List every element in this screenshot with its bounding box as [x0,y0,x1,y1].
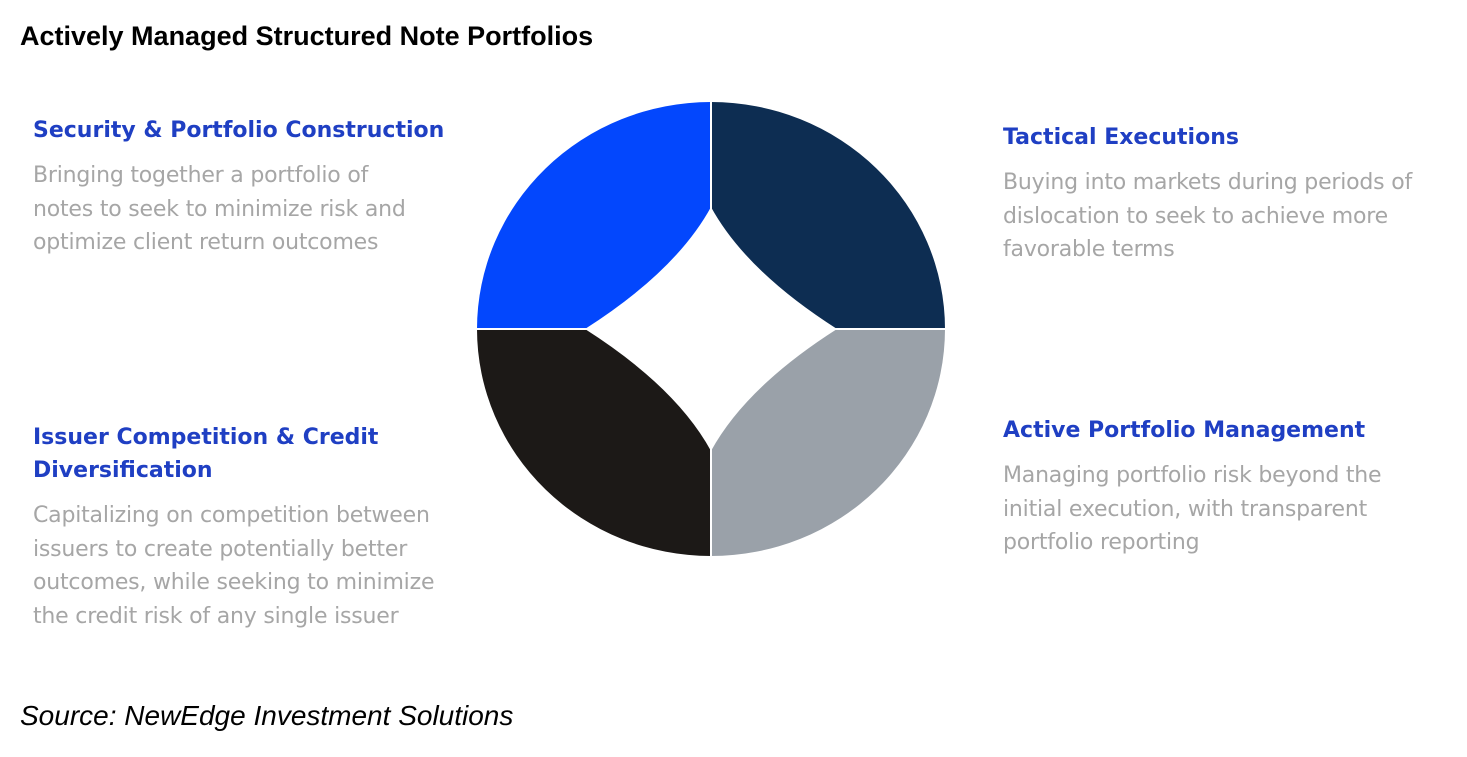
description-line: optimize client return outcomes [33,230,379,255]
quadrant-tactical-executions [711,102,945,329]
description-line: Capitalizing on competition between [33,503,430,528]
description-line: notes to seek to minimize risk and [33,196,406,222]
description-line: portfolio reporting [1003,530,1200,555]
quadrant-issuer-competition [477,329,711,556]
block-description: Capitalizing on competition between issu… [33,499,434,633]
quadrant-active-portfolio-management [711,329,945,556]
description-line: Buying into markets during periods of [1003,170,1413,195]
description-line: the credit risk of any single issuer [33,603,399,629]
description-line: outcomes, while seeking to minimize [33,570,435,595]
description-line: initial execution, with transparent [1003,496,1368,522]
block-heading: Issuer Competition & Credit Diversificat… [33,421,434,487]
block-description: Bringing together a portfolio of notes t… [33,159,444,260]
security-portfolio-construction-block: Security & Portfolio Construction Bringi… [33,114,444,260]
block-description: Buying into markets during periods of di… [1003,166,1412,267]
description-line: dislocation to seek to achieve more [1003,203,1388,229]
heading-line: Issuer Competition & Credit [33,425,379,450]
block-heading: Security & Portfolio Construction [33,118,445,143]
active-portfolio-management-block: Active Portfolio Management Managing por… [1003,414,1382,560]
tactical-executions-block: Tactical Executions Buying into markets … [1003,121,1412,267]
quadrant-security-portfolio-construction [477,102,711,329]
description-line: Managing portfolio risk beyond the [1003,463,1382,488]
issuer-competition-credit-block: Issuer Competition & Credit Diversificat… [33,421,434,633]
heading-line: Diversification [33,458,213,483]
page-title: Actively Managed Structured Note Portfol… [20,21,594,51]
description-line: Bringing together a portfolio of [33,163,369,188]
block-description: Managing portfolio risk beyond the initi… [1003,459,1382,560]
block-heading: Active Portfolio Management [1003,418,1366,443]
description-line: issuers to create potentially better [33,536,408,562]
description-line: favorable terms [1003,237,1175,262]
source-note: Source: NewEdge Investment Solutions [20,700,514,731]
block-heading: Tactical Executions [1003,125,1239,150]
